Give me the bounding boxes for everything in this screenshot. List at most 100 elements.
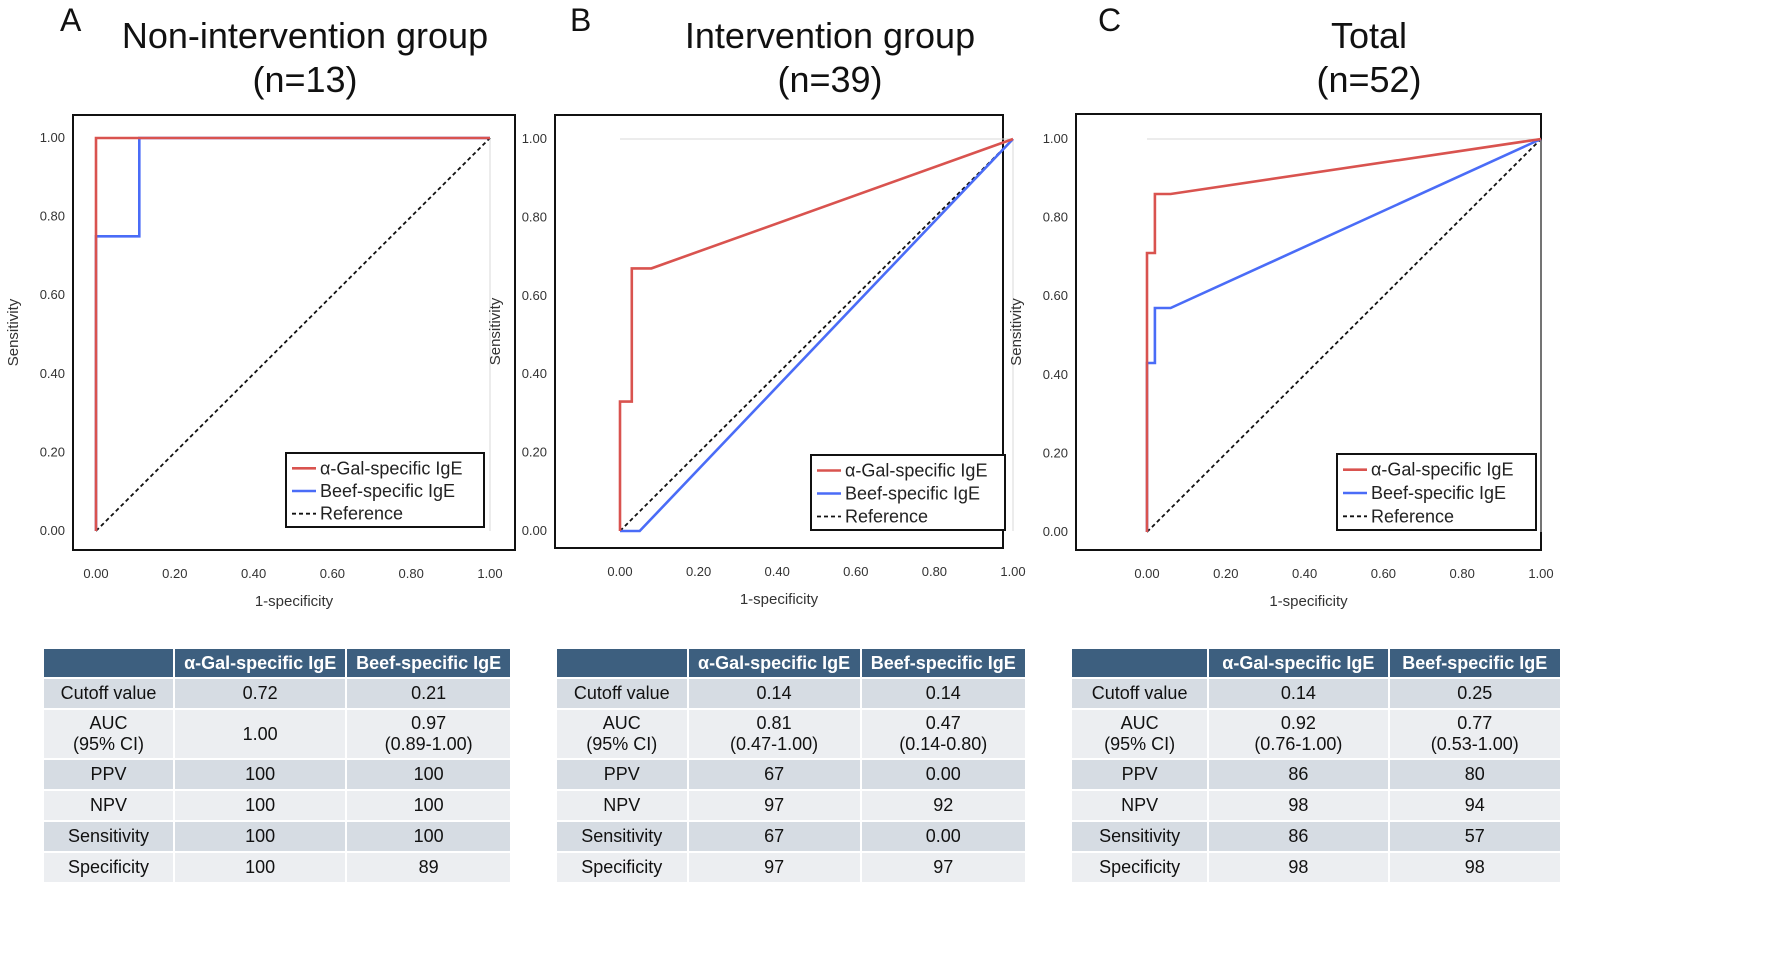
beef-value: 0.77 (0.53-1.00) [1387, 708, 1563, 760]
row-label: Sensitivity [1069, 820, 1210, 853]
cell-value: 0.00 [925, 764, 961, 784]
legend-label: α-Gal-specific IgE [845, 461, 987, 481]
reference-line [619, 138, 1014, 532]
x-tick-label: 0.40 [241, 566, 266, 581]
y-axis-title: Sensitivity [5, 298, 22, 366]
table-row: NPV 100 100 [41, 789, 512, 822]
cell-value: NPV [603, 795, 641, 815]
beef-value: 0.00 [859, 820, 1028, 853]
alpha-gal-value: 98 [1207, 851, 1390, 884]
x-tick-label: 0.60 [320, 566, 345, 581]
column-header: α-Gal-specific IgE [1207, 647, 1390, 679]
beef-value: 0.25 [1387, 677, 1563, 710]
y-axis-title: Sensitivity [487, 297, 504, 365]
cell-value: 97 [764, 857, 785, 877]
alpha-gal-value: 97 [686, 851, 862, 884]
table-row: Sensitivity 67 0.00 [555, 820, 1028, 853]
alpha-gal-value: 0.14 [1207, 677, 1390, 710]
cell-value: 0.92 [1280, 713, 1316, 733]
y-tick-label: 0.20 [1043, 445, 1068, 460]
table-row: Specificity 97 97 [555, 851, 1028, 884]
alpha-gal-value: 0.14 [686, 677, 862, 710]
alpha-gal-value: 86 [1207, 820, 1390, 853]
beef-value: 80 [1387, 758, 1563, 791]
x-tick-label: 0.40 [765, 564, 790, 579]
cell-value: 100 [245, 764, 276, 784]
table-row: Cutoff value 0.14 0.25 [1069, 677, 1563, 710]
row-label: NPV [555, 789, 689, 822]
header-blank [555, 647, 689, 679]
beef-value: 100 [345, 820, 512, 853]
cell-value: 57 [1464, 826, 1485, 846]
row-label: PPV [1069, 758, 1210, 791]
chart-title: Total (n=52) [1100, 14, 1638, 102]
row-label: Specificity [41, 851, 176, 884]
column-header: Beef-specific IgE [345, 647, 512, 679]
alpha-gal-roc-line [1145, 137, 1542, 532]
x-tick-label: 0.60 [1371, 566, 1396, 581]
cell-value: Cutoff value [573, 683, 670, 703]
column-header: Beef-specific IgE [1387, 647, 1563, 679]
chart-subtitle: (n=52) [1316, 59, 1422, 100]
cell-value: 100 [413, 826, 444, 846]
beef-value: 100 [345, 789, 512, 822]
cell-value: 80 [1464, 764, 1485, 784]
table-row: Sensitivity 86 57 [1069, 820, 1563, 853]
alpha-gal-value: 67 [686, 758, 862, 791]
legend-label: α-Gal-specific IgE [1371, 460, 1513, 480]
y-axis-title: Sensitivity [1008, 298, 1025, 366]
y-tick-label: 1.00 [1043, 131, 1068, 146]
cell-value: 67 [764, 826, 785, 846]
cell-value: 0.21 [411, 683, 447, 703]
legend-label: Reference [845, 507, 928, 527]
row-label: Cutoff value [555, 677, 689, 710]
y-tick-label: 0.40 [522, 366, 547, 381]
cell-value: 98 [1288, 795, 1309, 815]
cell-value: 100 [245, 857, 276, 877]
legend-label: α-Gal-specific IgE [320, 458, 462, 478]
beef-value: 97 [859, 851, 1028, 884]
x-tick-label: 0.80 [922, 564, 947, 579]
y-tick-label: 0.00 [522, 523, 547, 538]
cell-subvalue: (95% CI) [1104, 734, 1176, 754]
chart-subtitle: (n=39) [777, 59, 883, 100]
alpha-gal-value: 67 [686, 820, 862, 853]
panel-c: C Total (n=52) 0.00 0.00 0.20 0.20 0.40 0.40 0… [1008, 0, 1680, 976]
cell-value: NPV [1121, 795, 1159, 815]
y-tick-label: 0.40 [1043, 367, 1068, 382]
alpha-gal-value: 100 [173, 789, 348, 822]
column-header: α-Gal-specific IgE [173, 647, 348, 679]
legend-label: Beef-specific IgE [320, 481, 455, 501]
cell-value: 97 [764, 795, 785, 815]
cell-value: NPV [90, 795, 128, 815]
x-tick-label: 0.40 [1292, 566, 1317, 581]
cell-value: 98 [1464, 857, 1485, 877]
alpha-gal-value: 86 [1207, 758, 1390, 791]
cell-value: 0.77 [1457, 713, 1493, 733]
x-axis-title: 1-specificity [740, 591, 819, 608]
row-label: Cutoff value [41, 677, 176, 710]
row-label: PPV [41, 758, 176, 791]
legend-box [810, 454, 1006, 531]
x-tick-label: 0.60 [843, 564, 868, 579]
cell-subvalue: (0.47-1.00) [730, 734, 819, 754]
cell-value: 0.25 [1457, 683, 1493, 703]
y-tick-label: 0.60 [40, 287, 65, 302]
row-label: PPV [555, 758, 689, 791]
alpha-gal-value: 0.72 [173, 677, 348, 710]
reference-line [95, 137, 491, 532]
cell-value: 0.47 [925, 713, 961, 733]
alpha-gal-value: 100 [173, 820, 348, 853]
row-label: Sensitivity [41, 820, 176, 853]
cell-value: 100 [245, 795, 276, 815]
legend-label: Beef-specific IgE [1371, 483, 1506, 503]
y-tick-label: 0.80 [40, 209, 65, 224]
table-row: NPV 97 92 [555, 789, 1028, 822]
alpha-gal-roc-line [94, 136, 490, 531]
cell-value: AUC [89, 713, 128, 733]
chart-title: Intervention group (n=39) [580, 14, 1080, 102]
alpha-gal-value: 100 [173, 851, 348, 884]
cell-value: 86 [1288, 826, 1309, 846]
panel-a: A Non-intervention group (n=13) 0.00 0.00… [0, 0, 580, 976]
cell-value: 100 [413, 764, 444, 784]
